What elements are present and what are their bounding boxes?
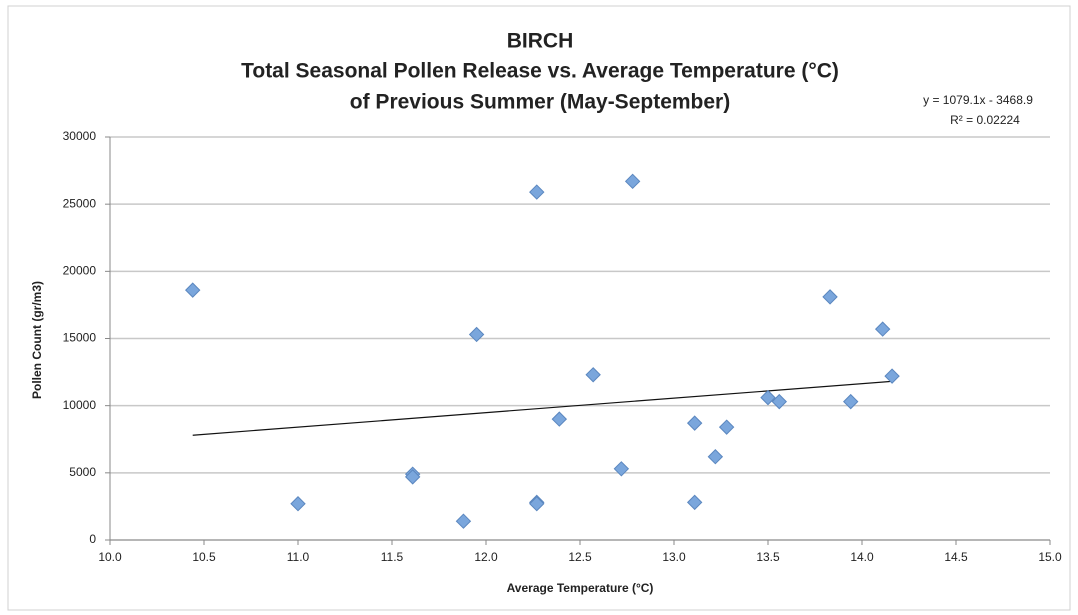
point xyxy=(707,449,724,465)
point xyxy=(874,321,891,337)
chart-title: of Previous Summer (May-September) xyxy=(350,91,730,114)
x-tick-label: 14.5 xyxy=(944,550,968,564)
point xyxy=(884,368,900,384)
x-tick-label: 11.5 xyxy=(381,550,404,564)
x-tick-label: 13.0 xyxy=(662,550,686,564)
x-axis-title: Average Temperature (°C) xyxy=(507,581,654,595)
point xyxy=(585,367,601,383)
y-tick-label: 20000 xyxy=(63,264,97,278)
point xyxy=(290,496,306,512)
x-tick-label: 12.0 xyxy=(474,550,498,564)
point xyxy=(529,496,545,512)
point xyxy=(771,393,787,410)
point xyxy=(760,389,776,406)
y-tick-label: 5000 xyxy=(69,465,96,479)
chart-title: BIRCH xyxy=(507,30,574,53)
point xyxy=(468,326,485,343)
x-tick-label: 15.0 xyxy=(1038,550,1062,564)
x-tick-label: 10.5 xyxy=(192,550,216,564)
x-tick-label: 10.0 xyxy=(98,550,122,564)
y-tick-label: 25000 xyxy=(63,196,97,210)
point xyxy=(718,419,735,435)
point xyxy=(613,461,630,477)
point xyxy=(686,494,703,511)
point xyxy=(822,289,838,305)
trendline xyxy=(192,380,893,436)
x-tick-label: 14.0 xyxy=(850,550,874,564)
trend-equation: y = 1079.1x - 3468.9 xyxy=(923,93,1033,107)
trend-r-squared: R² = 0.02224 xyxy=(950,113,1020,127)
point xyxy=(455,513,472,529)
point xyxy=(843,393,859,410)
chart-title: Total Seasonal Pollen Release vs. Averag… xyxy=(241,60,839,83)
y-tick-label: 30000 xyxy=(63,129,97,143)
x-tick-label: 12.5 xyxy=(568,550,592,564)
point xyxy=(624,173,641,190)
point xyxy=(185,282,201,298)
point xyxy=(529,184,545,200)
point xyxy=(686,415,703,431)
y-tick-label: 15000 xyxy=(63,331,97,345)
y-axis-title: Pollen Count (gr/m3) xyxy=(30,281,44,399)
y-tick-label: 10000 xyxy=(63,398,97,412)
x-tick-label: 13.5 xyxy=(756,550,780,564)
point xyxy=(404,469,421,485)
point xyxy=(551,411,568,427)
y-tick-label: 0 xyxy=(89,532,96,546)
x-tick-label: 11.0 xyxy=(287,550,310,564)
chart-frame xyxy=(7,5,1071,611)
